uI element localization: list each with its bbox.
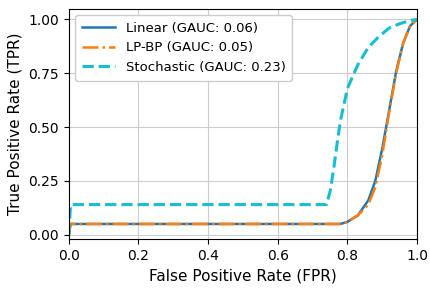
LP-BP (GAUC: 0.05): (0.88, 0.22): 0.05): (0.88, 0.22): [373, 186, 378, 189]
Linear (GAUC: 0.06): (0.86, 0.16): 0.06): (0.86, 0.16): [366, 198, 371, 202]
LP-BP (GAUC: 0.05): (0.86, 0.14): 0.05): (0.86, 0.14): [366, 203, 371, 206]
LP-BP (GAUC: 0.05): (0, 0): 0.05): (0, 0): [66, 233, 71, 236]
Y-axis label: True Positive Rate (TPR): True Positive Rate (TPR): [8, 33, 23, 215]
Linear (GAUC: 0.06): (0.92, 0.58): 0.06): (0.92, 0.58): [387, 108, 392, 111]
Stochastic (GAUC: 0.23): (0.8, 0.68): 0.23): (0.8, 0.68): [345, 87, 350, 90]
Line: Stochastic (GAUC: 0.23): Stochastic (GAUC: 0.23): [69, 19, 417, 235]
LP-BP (GAUC: 0.05): (0.96, 0.89): 0.05): (0.96, 0.89): [401, 41, 406, 45]
LP-BP (GAUC: 0.05): (0.92, 0.57): 0.05): (0.92, 0.57): [387, 110, 392, 114]
Stochastic (GAUC: 0.23): (0.76, 0.3): 0.23): (0.76, 0.3): [331, 168, 336, 172]
Linear (GAUC: 0.06): (0.98, 0.97): 0.06): (0.98, 0.97): [408, 24, 413, 28]
Stochastic (GAUC: 0.23): (0.92, 0.96): 0.23): (0.92, 0.96): [387, 26, 392, 30]
Linear (GAUC: 0.06): (0.76, 0.05): 0.06): (0.76, 0.05): [331, 222, 336, 226]
Stochastic (GAUC: 0.23): (0.78, 0.53): 0.23): (0.78, 0.53): [338, 119, 343, 122]
Linear (GAUC: 0.06): (0, 0): 0.06): (0, 0): [66, 233, 71, 236]
Stochastic (GAUC: 0.23): (0.73, 0.14): 0.23): (0.73, 0.14): [320, 203, 326, 206]
Stochastic (GAUC: 0.23): (0.005, 0.14): 0.23): (0.005, 0.14): [68, 203, 73, 206]
LP-BP (GAUC: 0.05): (0.9, 0.37): 0.05): (0.9, 0.37): [380, 153, 385, 157]
LP-BP (GAUC: 0.05): (0.98, 0.97): 0.05): (0.98, 0.97): [408, 24, 413, 28]
Stochastic (GAUC: 0.23): (0.75, 0.2): 0.23): (0.75, 0.2): [328, 190, 333, 194]
Line: Linear (GAUC: 0.06): Linear (GAUC: 0.06): [69, 19, 417, 235]
Linear (GAUC: 0.06): (0.83, 0.09): 0.06): (0.83, 0.09): [355, 214, 360, 217]
Linear (GAUC: 0.06): (0.8, 0.06): 0.06): (0.8, 0.06): [345, 220, 350, 223]
LP-BP (GAUC: 0.05): (0.76, 0.05): 0.05): (0.76, 0.05): [331, 222, 336, 226]
Linear (GAUC: 0.06): (0.005, 0.05): 0.06): (0.005, 0.05): [68, 222, 73, 226]
Stochastic (GAUC: 0.23): (0.77, 0.42): 0.23): (0.77, 0.42): [335, 143, 340, 146]
Stochastic (GAUC: 0.23): (0.74, 0.14): 0.23): (0.74, 0.14): [324, 203, 329, 206]
Stochastic (GAUC: 0.23): (0, 0): 0.23): (0, 0): [66, 233, 71, 236]
LP-BP (GAUC: 0.05): (0.83, 0.09): 0.05): (0.83, 0.09): [355, 214, 360, 217]
Stochastic (GAUC: 0.23): (0.95, 0.98): 0.23): (0.95, 0.98): [397, 22, 402, 25]
Linear (GAUC: 0.06): (1, 1): 0.06): (1, 1): [415, 18, 420, 21]
Stochastic (GAUC: 0.23): (0.86, 0.87): 0.23): (0.86, 0.87): [366, 46, 371, 49]
LP-BP (GAUC: 0.05): (1, 1): 0.05): (1, 1): [415, 18, 420, 21]
Stochastic (GAUC: 0.23): (0.98, 0.995): 0.23): (0.98, 0.995): [408, 19, 413, 22]
Linear (GAUC: 0.06): (0.88, 0.25): 0.06): (0.88, 0.25): [373, 179, 378, 183]
LP-BP (GAUC: 0.05): (0.75, 0.05): 0.05): (0.75, 0.05): [328, 222, 333, 226]
Linear (GAUC: 0.06): (0.78, 0.05): 0.06): (0.78, 0.05): [338, 222, 343, 226]
Stochastic (GAUC: 0.23): (1, 1): 0.23): (1, 1): [415, 18, 420, 21]
Linear (GAUC: 0.06): (0.75, 0.05): 0.06): (0.75, 0.05): [328, 222, 333, 226]
Stochastic (GAUC: 0.23): (0.83, 0.79): 0.23): (0.83, 0.79): [355, 63, 360, 66]
LP-BP (GAUC: 0.05): (0.94, 0.75): 0.05): (0.94, 0.75): [393, 71, 399, 75]
LP-BP (GAUC: 0.05): (0.8, 0.06): 0.05): (0.8, 0.06): [345, 220, 350, 223]
Linear (GAUC: 0.06): (0.94, 0.76): 0.06): (0.94, 0.76): [393, 69, 399, 73]
LP-BP (GAUC: 0.05): (0.78, 0.05): 0.05): (0.78, 0.05): [338, 222, 343, 226]
Legend: Linear (GAUC: 0.06), LP-BP (GAUC: 0.05), Stochastic (GAUC: 0.23): Linear (GAUC: 0.06), LP-BP (GAUC: 0.05),…: [75, 15, 292, 81]
Linear (GAUC: 0.06): (0.96, 0.89): 0.06): (0.96, 0.89): [401, 41, 406, 45]
Linear (GAUC: 0.06): (0.9, 0.4): 0.06): (0.9, 0.4): [380, 147, 385, 150]
Line: LP-BP (GAUC: 0.05): LP-BP (GAUC: 0.05): [69, 19, 417, 235]
LP-BP (GAUC: 0.05): (0.005, 0.05): 0.05): (0.005, 0.05): [68, 222, 73, 226]
Stochastic (GAUC: 0.23): (0.89, 0.92): 0.23): (0.89, 0.92): [376, 35, 381, 38]
X-axis label: False Positive Rate (FPR): False Positive Rate (FPR): [149, 268, 337, 283]
